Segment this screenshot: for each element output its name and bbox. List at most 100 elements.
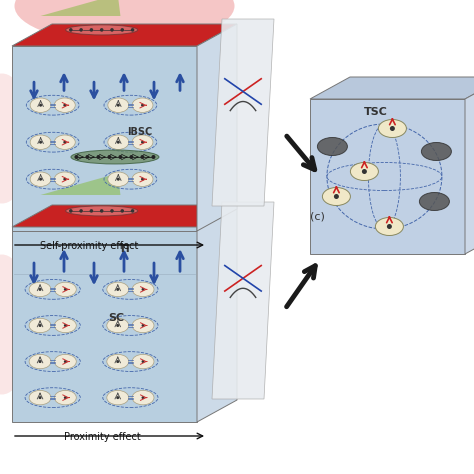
Circle shape — [116, 360, 119, 363]
Circle shape — [90, 28, 93, 32]
Text: TI: TI — [119, 245, 131, 255]
Circle shape — [120, 209, 124, 213]
Ellipse shape — [29, 355, 51, 369]
Ellipse shape — [71, 150, 159, 164]
Polygon shape — [212, 19, 274, 206]
Circle shape — [116, 324, 119, 327]
Ellipse shape — [15, 0, 235, 44]
Circle shape — [142, 324, 145, 327]
Circle shape — [69, 28, 73, 32]
Ellipse shape — [0, 73, 32, 203]
Ellipse shape — [30, 135, 51, 149]
Circle shape — [117, 141, 120, 144]
Text: TSC: TSC — [364, 107, 388, 117]
Circle shape — [85, 155, 90, 159]
Circle shape — [38, 396, 42, 399]
Polygon shape — [40, 0, 120, 16]
Text: Self-proximity effect: Self-proximity effect — [40, 241, 138, 251]
Ellipse shape — [132, 355, 154, 369]
Ellipse shape — [421, 143, 451, 161]
Circle shape — [38, 288, 42, 291]
Ellipse shape — [419, 192, 449, 210]
Circle shape — [64, 360, 67, 363]
Text: Proximity effect: Proximity effect — [64, 432, 141, 442]
Ellipse shape — [55, 172, 75, 186]
Circle shape — [100, 28, 103, 32]
Circle shape — [142, 396, 145, 399]
Circle shape — [69, 209, 73, 213]
Ellipse shape — [322, 188, 350, 206]
Ellipse shape — [132, 318, 154, 333]
Polygon shape — [12, 205, 237, 227]
Circle shape — [142, 360, 145, 363]
Circle shape — [387, 224, 392, 229]
Polygon shape — [12, 46, 197, 231]
Ellipse shape — [107, 391, 128, 405]
Ellipse shape — [55, 391, 76, 405]
Circle shape — [110, 209, 114, 213]
Circle shape — [117, 178, 120, 181]
Circle shape — [362, 169, 367, 174]
Circle shape — [117, 104, 120, 107]
Ellipse shape — [378, 119, 406, 137]
Ellipse shape — [55, 318, 76, 333]
Ellipse shape — [30, 172, 51, 186]
Polygon shape — [310, 99, 465, 254]
Ellipse shape — [29, 391, 51, 405]
Circle shape — [141, 178, 144, 181]
Circle shape — [131, 209, 134, 213]
Circle shape — [334, 194, 339, 199]
Circle shape — [39, 141, 42, 144]
Polygon shape — [465, 77, 474, 254]
Text: SC: SC — [108, 312, 124, 323]
Circle shape — [152, 155, 155, 159]
Circle shape — [64, 104, 66, 107]
Circle shape — [141, 104, 144, 107]
Circle shape — [39, 178, 42, 181]
Ellipse shape — [55, 135, 75, 149]
Ellipse shape — [55, 355, 76, 369]
Ellipse shape — [132, 98, 153, 112]
Ellipse shape — [0, 255, 32, 394]
Polygon shape — [212, 202, 274, 399]
Circle shape — [120, 28, 124, 32]
Polygon shape — [197, 205, 237, 422]
Polygon shape — [12, 227, 197, 422]
Ellipse shape — [318, 137, 347, 155]
Text: IBSC: IBSC — [127, 127, 152, 137]
Ellipse shape — [108, 172, 129, 186]
Polygon shape — [310, 77, 474, 99]
Circle shape — [116, 288, 119, 291]
Ellipse shape — [66, 206, 138, 216]
Circle shape — [110, 28, 114, 32]
Ellipse shape — [107, 355, 128, 369]
Circle shape — [79, 209, 83, 213]
Ellipse shape — [107, 318, 128, 333]
Circle shape — [108, 155, 111, 159]
Ellipse shape — [15, 147, 235, 227]
Ellipse shape — [107, 282, 128, 297]
Circle shape — [140, 155, 145, 159]
Circle shape — [129, 155, 134, 159]
Circle shape — [116, 396, 119, 399]
Ellipse shape — [350, 163, 378, 181]
Ellipse shape — [55, 98, 75, 112]
Circle shape — [390, 126, 395, 131]
Ellipse shape — [132, 282, 154, 297]
Circle shape — [74, 155, 79, 159]
Text: (c): (c) — [310, 211, 325, 221]
Ellipse shape — [108, 98, 129, 112]
Ellipse shape — [29, 318, 51, 333]
Polygon shape — [40, 175, 120, 195]
Ellipse shape — [132, 391, 154, 405]
Circle shape — [64, 288, 67, 291]
Circle shape — [38, 360, 42, 363]
Ellipse shape — [66, 25, 138, 35]
Circle shape — [79, 28, 83, 32]
Ellipse shape — [30, 98, 51, 112]
Ellipse shape — [108, 135, 129, 149]
Circle shape — [141, 141, 144, 144]
Ellipse shape — [375, 218, 403, 236]
Circle shape — [90, 209, 93, 213]
Circle shape — [64, 324, 67, 327]
